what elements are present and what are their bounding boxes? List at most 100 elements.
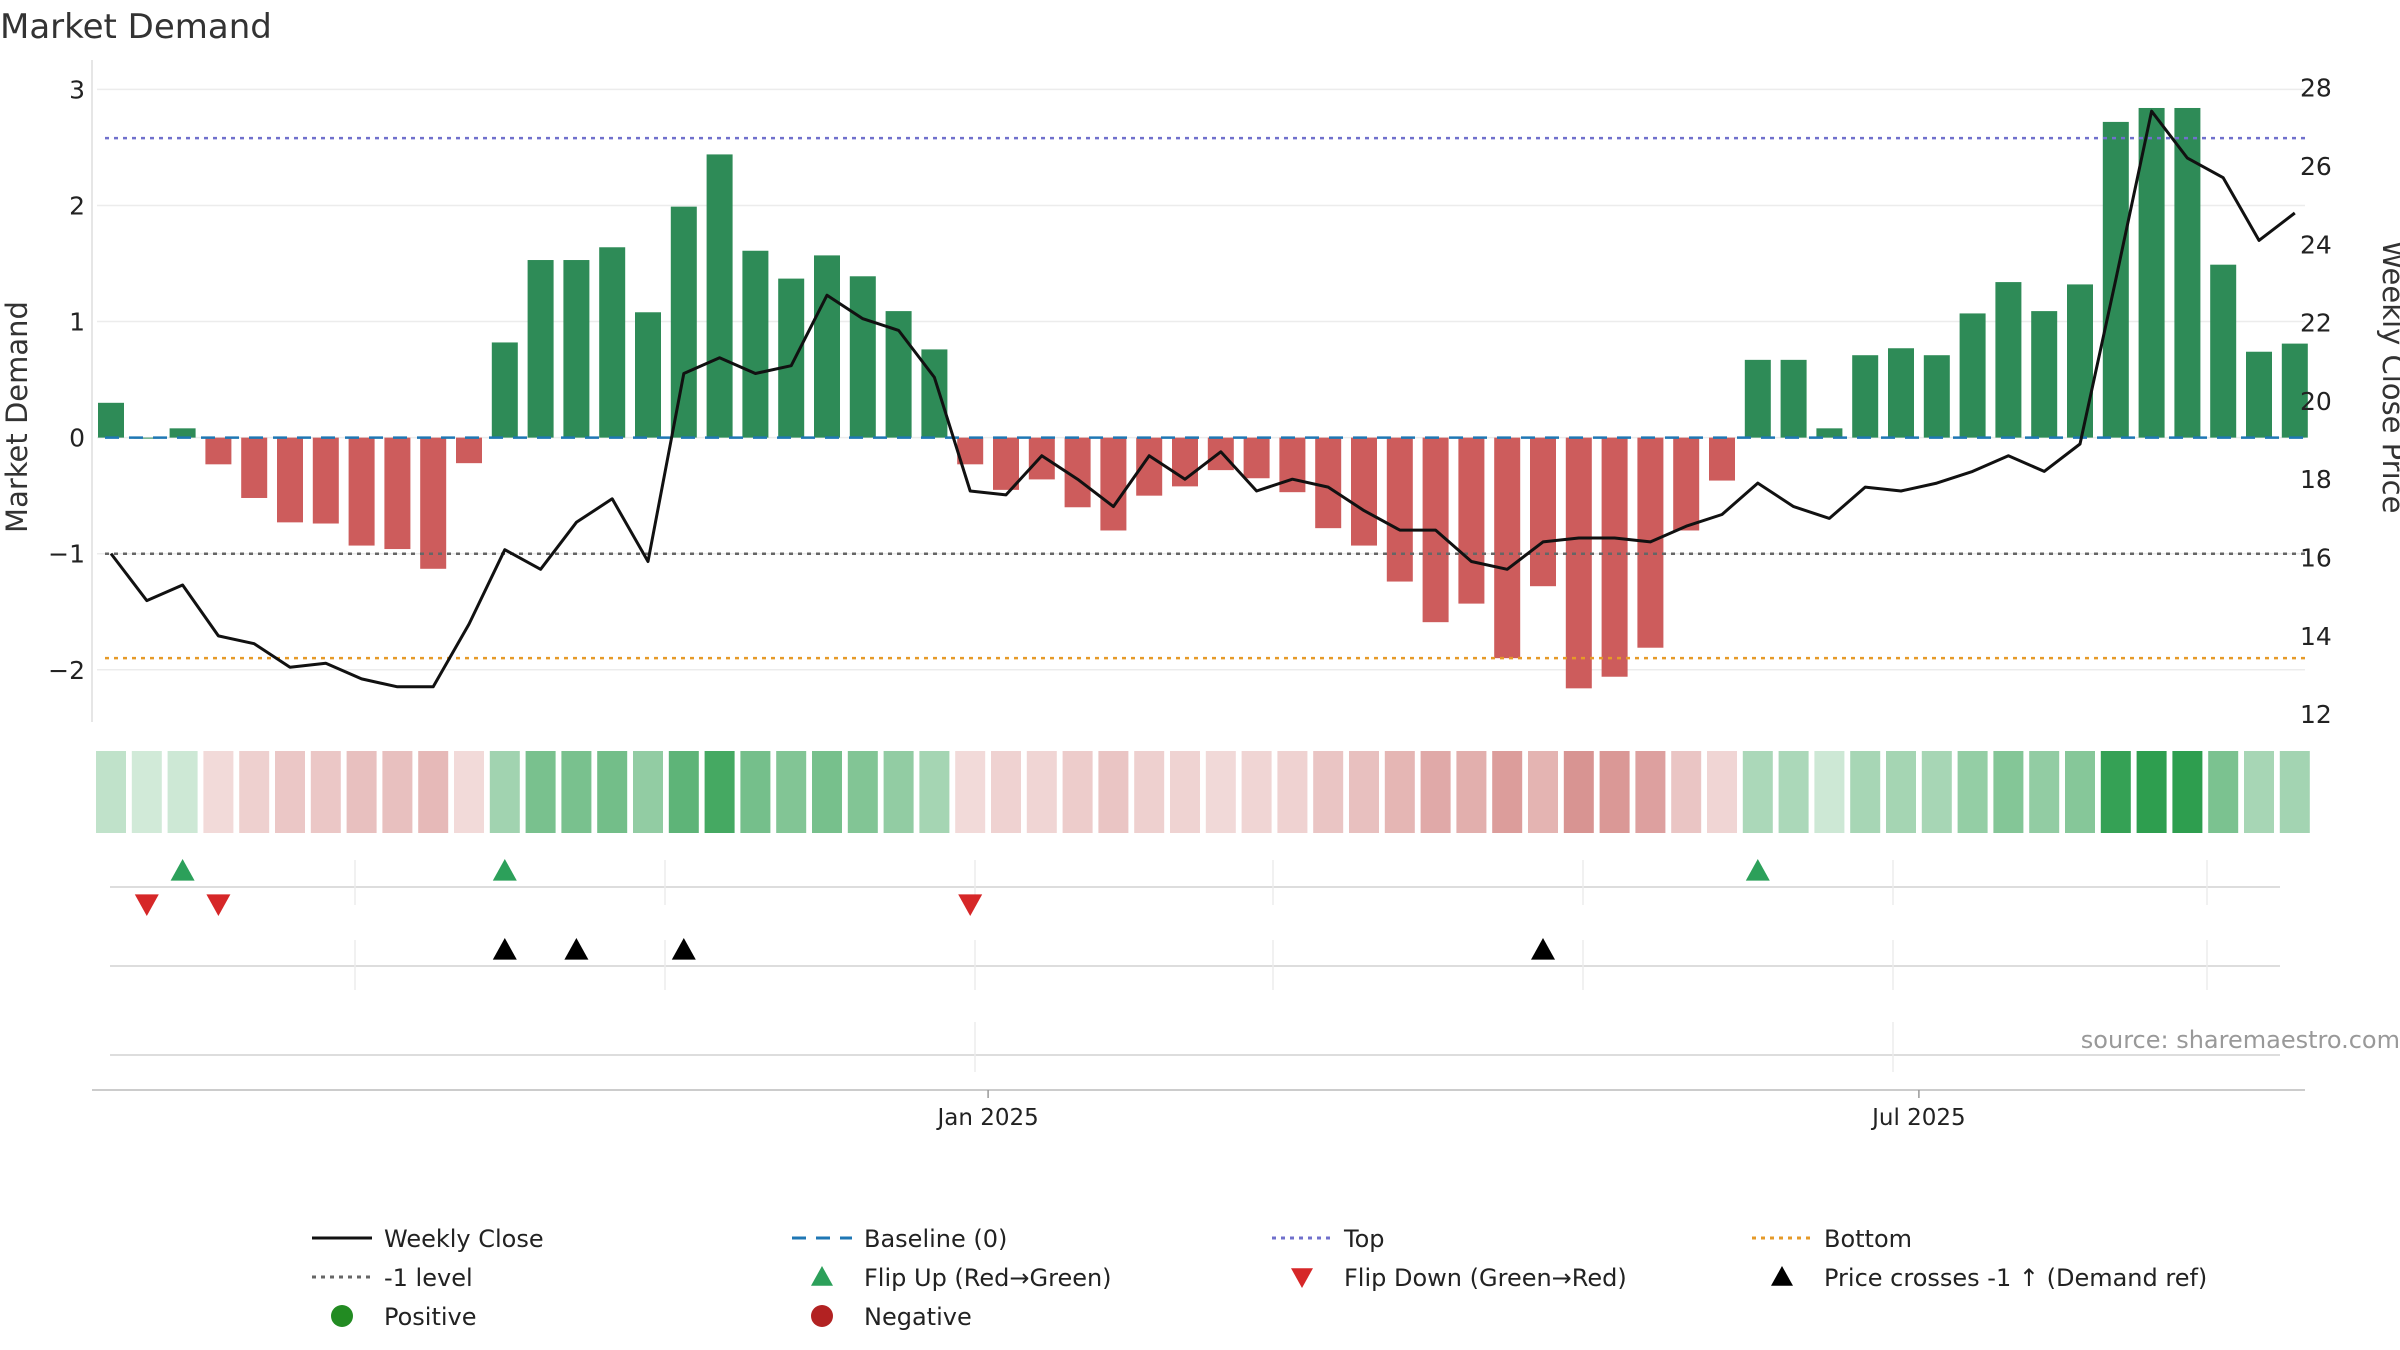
heat-cell-26 bbox=[1026, 751, 1057, 833]
heat-cell-51 bbox=[1921, 751, 1952, 833]
y-axis-label: Market Demand bbox=[0, 301, 34, 533]
heat-cell-58 bbox=[2172, 751, 2203, 833]
heat-cell-3 bbox=[203, 751, 234, 833]
heat-cell-33 bbox=[1277, 751, 1308, 833]
bar-60 bbox=[2246, 351, 2272, 438]
bar-55 bbox=[2067, 284, 2093, 438]
y2-tick-label: 26 bbox=[2300, 152, 2332, 181]
bar-3 bbox=[205, 437, 232, 465]
bar-50 bbox=[1888, 348, 1914, 438]
legend-item-2: Top bbox=[1272, 1225, 1385, 1253]
heat-cell-28 bbox=[1098, 751, 1129, 833]
heat-cell-14 bbox=[597, 751, 628, 833]
event-panels bbox=[110, 859, 2280, 1072]
heat-cell-24 bbox=[955, 751, 986, 833]
bar-35 bbox=[1351, 437, 1377, 546]
heat-cell-61 bbox=[2279, 751, 2310, 833]
heat-cell-16 bbox=[668, 751, 699, 833]
heat-cell-13 bbox=[561, 751, 592, 833]
heat-cell-54 bbox=[2029, 751, 2060, 833]
heat-cell-4 bbox=[239, 751, 270, 833]
heat-cell-41 bbox=[1563, 751, 1594, 833]
heat-cell-50 bbox=[1886, 751, 1916, 833]
bar-23 bbox=[921, 349, 948, 438]
bar-51 bbox=[1923, 355, 1950, 438]
legend-label: Flip Down (Green→Red) bbox=[1344, 1264, 1627, 1292]
legend-swatch bbox=[331, 1305, 353, 1327]
heat-cell-15 bbox=[633, 751, 663, 833]
heat-cell-22 bbox=[883, 751, 914, 833]
bar-32 bbox=[1243, 437, 1270, 479]
heat-cell-30 bbox=[1170, 751, 1200, 833]
bar-33 bbox=[1279, 437, 1306, 493]
heat-cell-9 bbox=[418, 751, 449, 833]
heat-cell-56 bbox=[2100, 751, 2131, 833]
bar-28 bbox=[1100, 437, 1127, 531]
heat-cell-34 bbox=[1313, 751, 1344, 833]
bar-5 bbox=[277, 437, 303, 523]
heat-cell-20 bbox=[812, 751, 842, 833]
heat-cell-1 bbox=[131, 751, 162, 833]
bar-7 bbox=[348, 437, 375, 546]
legend-swatch bbox=[811, 1266, 833, 1286]
y2-tick-label: 16 bbox=[2300, 544, 2332, 573]
heat-cell-45 bbox=[1707, 751, 1737, 833]
heat-cell-48 bbox=[1814, 751, 1845, 833]
bar-20 bbox=[814, 255, 840, 438]
y-tick-label: 1 bbox=[69, 308, 85, 337]
legend-label: Top bbox=[1343, 1225, 1385, 1253]
x-axis: Jan 2025 Jul 2025 bbox=[92, 1089, 2305, 1131]
legend-label: Flip Up (Red→Green) bbox=[864, 1264, 1112, 1292]
demand-bars bbox=[98, 107, 2308, 689]
legend-item-5: Flip Up (Red→Green) bbox=[811, 1264, 1112, 1292]
legend-item-0: Weekly Close bbox=[312, 1225, 544, 1253]
legend-swatch bbox=[1771, 1266, 1793, 1286]
heat-cell-47 bbox=[1778, 751, 1809, 833]
y2-tick-label: 28 bbox=[2300, 74, 2332, 103]
bar-49 bbox=[1852, 355, 1879, 438]
legend-label: Baseline (0) bbox=[864, 1225, 1007, 1253]
heat-cell-7 bbox=[346, 751, 377, 833]
flip-up-marker-11 bbox=[492, 859, 517, 881]
legend-item-1: Baseline (0) bbox=[792, 1225, 1007, 1253]
source-label: source: sharemaestro.com bbox=[2081, 1026, 2400, 1054]
flip-down-marker-24 bbox=[958, 894, 983, 916]
heat-cell-8 bbox=[382, 751, 413, 833]
x-tick-label: Jan 2025 bbox=[935, 1105, 1038, 1131]
legend-label: -1 level bbox=[384, 1264, 473, 1292]
heat-cell-31 bbox=[1205, 751, 1236, 833]
bar-61 bbox=[2281, 343, 2308, 438]
x-tick-label: Jul 2025 bbox=[1870, 1105, 1966, 1131]
bar-17 bbox=[706, 154, 733, 438]
heat-cell-43 bbox=[1635, 751, 1666, 833]
bar-6 bbox=[312, 437, 339, 524]
heat-cell-59 bbox=[2208, 751, 2239, 833]
bar-38 bbox=[1458, 437, 1485, 604]
heat-cell-38 bbox=[1456, 751, 1487, 833]
y-tick-label: −2 bbox=[48, 656, 85, 685]
heat-cell-46 bbox=[1742, 751, 1773, 833]
price-cross-marker-11 bbox=[492, 938, 517, 960]
legend-item-8: Positive bbox=[331, 1303, 477, 1331]
bar-21 bbox=[849, 276, 876, 438]
heat-cell-10 bbox=[454, 751, 484, 833]
bar-39 bbox=[1494, 437, 1521, 659]
price-cross-marker-16 bbox=[671, 938, 696, 960]
legend-swatch bbox=[1291, 1268, 1313, 1288]
heat-cell-52 bbox=[1957, 751, 1988, 833]
flip-down-marker-3 bbox=[206, 894, 231, 916]
y-tick-label: −1 bbox=[48, 540, 85, 569]
heat-cell-60 bbox=[2244, 751, 2274, 833]
bar-8 bbox=[384, 437, 411, 550]
bar-18 bbox=[742, 250, 769, 438]
legend-swatch bbox=[811, 1305, 833, 1327]
legend-label: Negative bbox=[864, 1303, 972, 1331]
y2-axis-label: Weekly Close Price bbox=[2376, 241, 2400, 514]
bar-44 bbox=[1673, 437, 1700, 531]
price-line bbox=[109, 109, 2296, 689]
bar-57 bbox=[2138, 107, 2165, 438]
heat-cell-18 bbox=[740, 751, 771, 833]
heat-cell-25 bbox=[991, 751, 1021, 833]
heat-cell-42 bbox=[1599, 751, 1630, 833]
bar-45 bbox=[1709, 437, 1735, 481]
